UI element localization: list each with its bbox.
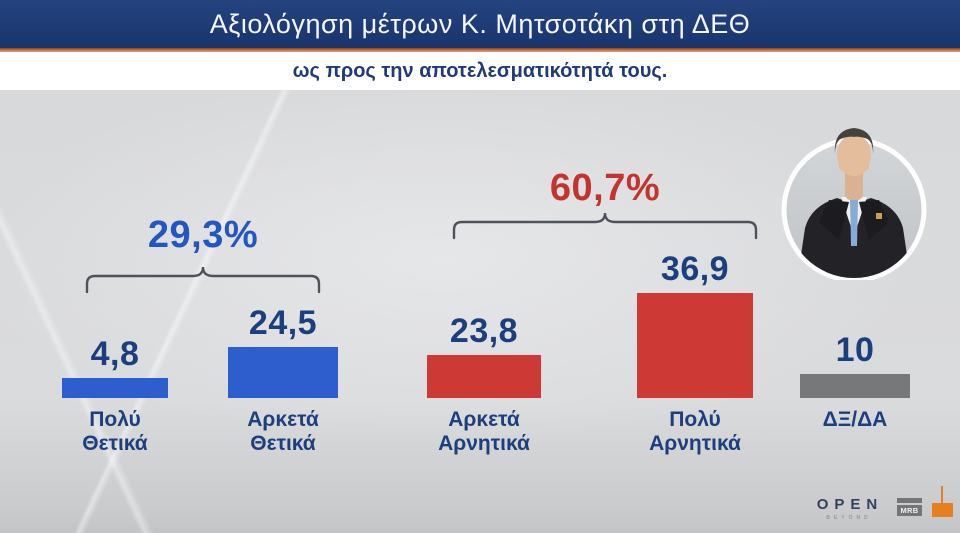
bar-value-poly-arnitika: 36,9 (660, 250, 730, 288)
bar-arketa-arnitika (427, 355, 541, 398)
portrait-neck (845, 168, 863, 200)
bar-value-poly-thetika: 4,8 (90, 335, 140, 373)
speaker-portrait (781, 128, 927, 280)
bar-label-arketa-arnitika: Αρκετά Αρνητικά (438, 408, 530, 455)
header-bar: Αξιολόγηση μέτρων Κ. Μητσοτάκη στη ΔΕΘ (0, 0, 960, 48)
bar-label-poly-arnitika: Πολύ Αρνητικά (649, 408, 741, 455)
bar-label-arketa-thetika: Αρκετά Θετικά (247, 408, 319, 455)
portrait-body (797, 197, 911, 278)
page-title: Αξιολόγηση μέτρων Κ. Μητσοτάκη στη ΔΕΘ (209, 8, 751, 39)
bar-value-arketa-thetika: 24,5 (248, 304, 318, 342)
bar-arketa-thetika (228, 347, 338, 398)
open-logo-word: OPEN (816, 496, 884, 513)
bar-dkda (800, 374, 910, 398)
bar-value-arketa-arnitika: 23,8 (449, 312, 519, 350)
page-subtitle: ως προς την αποτελεσματικότητά τους. (292, 59, 668, 82)
mrb-logo: MRB (897, 486, 957, 522)
mrb-logo-bar (897, 498, 922, 503)
mrb-logo-word: MRB (897, 505, 922, 516)
open-tv-logo: OPEN BEYOND (806, 496, 888, 521)
portrait-hair (834, 128, 874, 154)
bracket-positive (85, 266, 321, 294)
bracket-negative (452, 212, 758, 240)
group-label-positive: 29,3% (147, 214, 259, 256)
bar-value-dkda: 10 (835, 331, 875, 369)
group-label-negative: 60,7% (549, 167, 661, 209)
bar-poly-arnitika (637, 293, 753, 398)
open-logo-beyond: BEYOND (826, 515, 872, 521)
bar-label-poly-thetika: Πολύ Θετικά (82, 408, 148, 455)
bar-label-dkda: ΔΞ/ΔΑ (822, 408, 888, 431)
header-accent-line (0, 48, 960, 52)
bar-poly-thetika (62, 378, 168, 398)
mrb-logo-antenna (941, 486, 943, 503)
chart-area: 29,3% 60,7% 4,8 Πολύ Θετικά 24,5 Αρκετά … (0, 90, 960, 533)
mrb-logo-orange-square (932, 503, 953, 517)
subtitle-band: ως προς την αποτελεσματικότητά τους. (0, 52, 960, 90)
